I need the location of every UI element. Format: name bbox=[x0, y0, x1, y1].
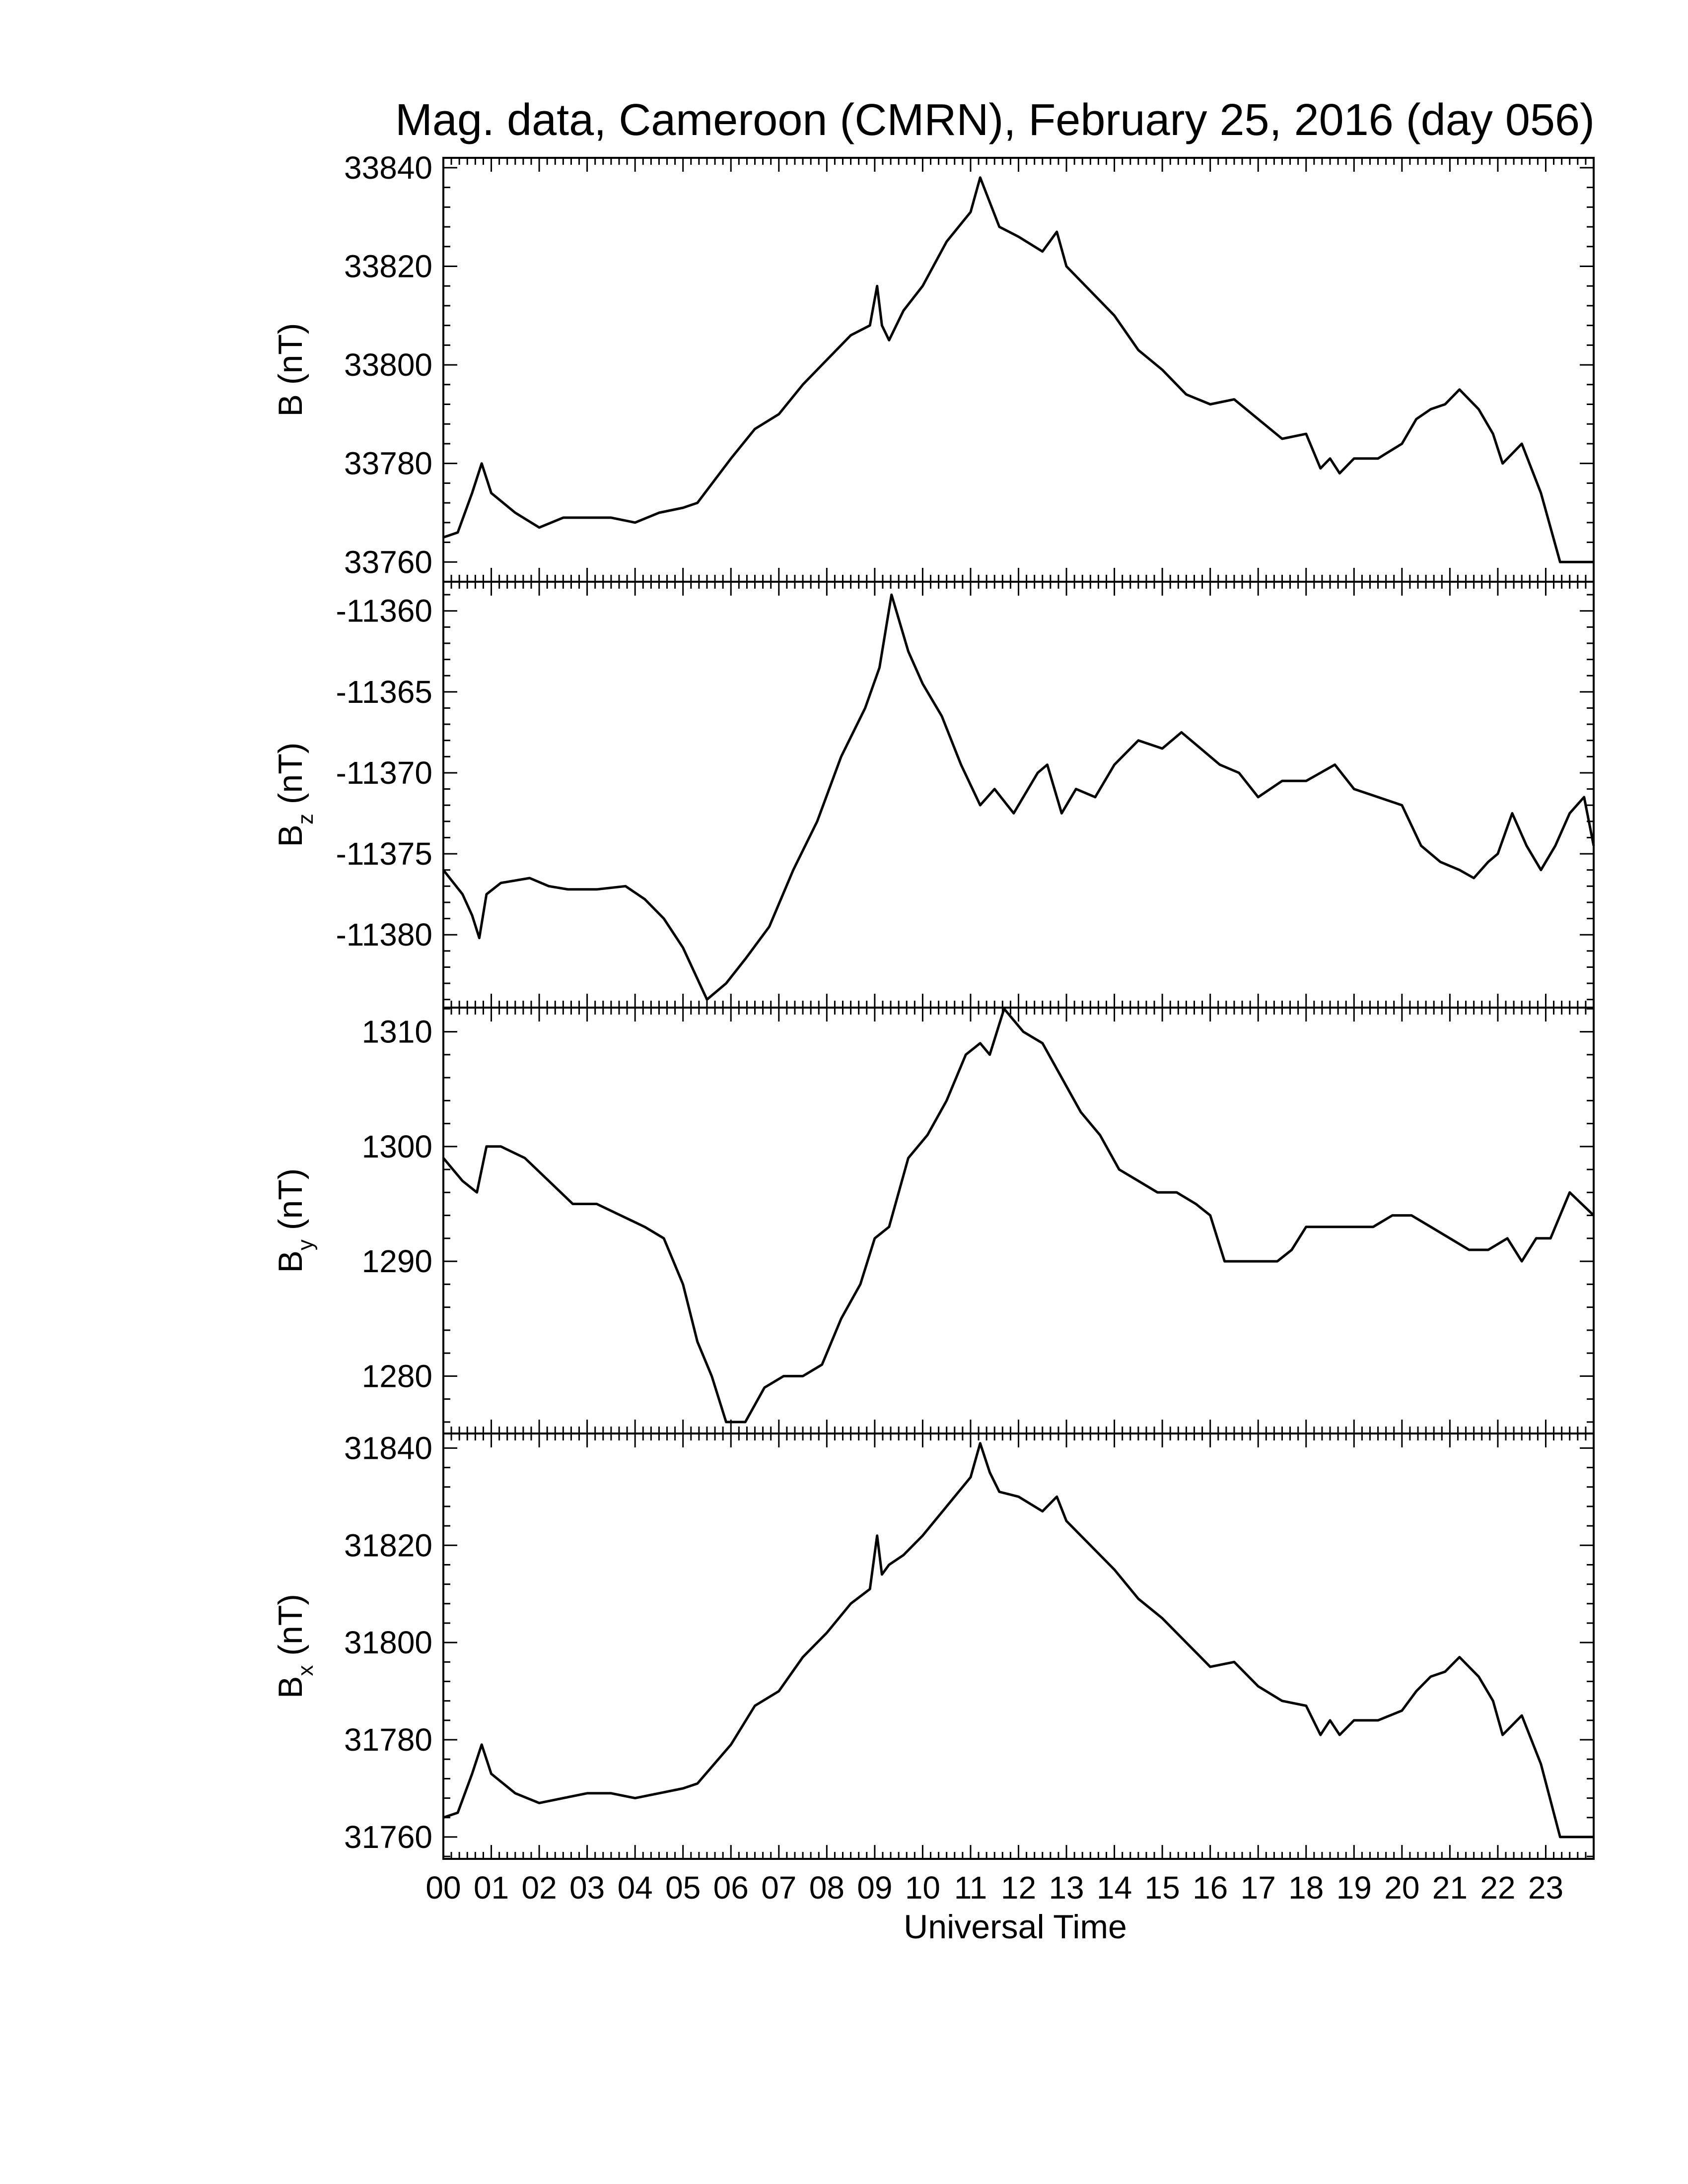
x-ticks bbox=[442, 158, 1595, 582]
x-ticks bbox=[442, 582, 1595, 1008]
y-ticks: 31760 31780 31800 31820 31840 bbox=[344, 1430, 1594, 1857]
y-tick-label: 31780 bbox=[344, 1722, 432, 1758]
panel-2: -11380 -11375 -11370 -11365 -11360 Bz (nT) bbox=[272, 581, 1595, 1009]
x-tick-label: 23 bbox=[1528, 1870, 1563, 1906]
x-tick-label: 12 bbox=[1001, 1870, 1036, 1906]
y-ticks: -11380 -11375 -11370 -11365 -11360 bbox=[336, 593, 1594, 1001]
x-tick-label: 11 bbox=[954, 1870, 987, 1906]
x-tick-label: 02 bbox=[521, 1870, 557, 1906]
y-ticks: 1280 1290 1300 1310 bbox=[362, 1008, 1594, 1423]
x-tick-label: 21 bbox=[1432, 1870, 1468, 1906]
x-tick-label: 06 bbox=[713, 1870, 749, 1906]
x-axis-tick-labels: 00 01 02 03 04 05 06 07 08 09 10 11 12 13 14 15 16 17 18 19… bbox=[425, 1870, 1563, 1906]
panel-4: 31760 31780 31800 31820 31840 Bx (nT) bbox=[272, 1430, 1595, 1860]
x-axis-label: Universal Time bbox=[904, 1908, 1127, 1946]
y-tick-label: -11375 bbox=[336, 836, 432, 872]
x-tick-label: 13 bbox=[1049, 1870, 1084, 1906]
y-tick-label: -11360 bbox=[336, 593, 432, 629]
y-tick-label: -11365 bbox=[336, 674, 432, 710]
plot-frame bbox=[442, 581, 1595, 1009]
y-tick-label: 31760 bbox=[344, 1819, 432, 1855]
y-axis-label: Bx (nT) bbox=[272, 1594, 318, 1699]
y-tick-label: 33840 bbox=[344, 150, 432, 186]
y-tick-label: 1280 bbox=[362, 1358, 432, 1394]
y-axis-label: B (nT) bbox=[272, 323, 309, 417]
series-line bbox=[442, 593, 1595, 1001]
x-tick-label: 20 bbox=[1384, 1870, 1419, 1906]
y-axis-label: Bz (nT) bbox=[272, 743, 318, 847]
x-tick-label: 09 bbox=[857, 1870, 892, 1906]
panel-1: 33760 33780 33800 33820 33840 B (nT) bbox=[272, 150, 1595, 583]
y-tick-label: -11370 bbox=[336, 755, 432, 791]
x-tick-label: 10 bbox=[905, 1870, 940, 1906]
y-tick-label: 1300 bbox=[362, 1129, 432, 1164]
y-tick-label: 1310 bbox=[362, 1014, 432, 1050]
x-ticks bbox=[442, 1008, 1595, 1433]
series-line bbox=[443, 176, 1594, 563]
x-tick-label: 01 bbox=[474, 1870, 509, 1906]
x-tick-label: 07 bbox=[761, 1870, 796, 1906]
x-tick-label: 22 bbox=[1480, 1870, 1515, 1906]
series-line bbox=[443, 1442, 1594, 1839]
y-tick-label: 1290 bbox=[362, 1243, 432, 1279]
x-tick-label: 18 bbox=[1288, 1870, 1324, 1906]
y-tick-label: 33780 bbox=[344, 446, 432, 481]
x-tick-label: 00 bbox=[425, 1870, 461, 1906]
x-tick-label: 05 bbox=[665, 1870, 701, 1906]
x-ticks bbox=[442, 1433, 1595, 1859]
y-tick-label: 33800 bbox=[344, 347, 432, 383]
x-tick-label: 17 bbox=[1241, 1870, 1276, 1906]
x-tick-label: 14 bbox=[1097, 1870, 1132, 1906]
panel-3: 1280 1290 1300 1310 By (nT) bbox=[272, 1007, 1595, 1434]
y-tick-label: 31840 bbox=[344, 1430, 432, 1466]
y-tick-label: -11380 bbox=[336, 917, 432, 953]
x-tick-label: 04 bbox=[618, 1870, 653, 1906]
y-ticks: 33760 33780 33800 33820 33840 bbox=[344, 150, 1594, 583]
series-line bbox=[442, 1007, 1595, 1424]
chart-title: Mag. data, Cameroon (CMRN), February 25,… bbox=[395, 95, 1595, 145]
x-tick-label: 08 bbox=[809, 1870, 844, 1906]
x-tick-label: 15 bbox=[1145, 1870, 1180, 1906]
y-tick-label: 31800 bbox=[344, 1625, 432, 1660]
x-tick-label: 03 bbox=[569, 1870, 605, 1906]
x-tick-label: 19 bbox=[1336, 1870, 1372, 1906]
y-axis-label: By (nT) bbox=[272, 1168, 318, 1273]
y-tick-label: 33820 bbox=[344, 248, 432, 284]
y-tick-label: 33760 bbox=[344, 544, 432, 580]
y-tick-label: 31820 bbox=[344, 1527, 432, 1563]
x-tick-label: 16 bbox=[1193, 1870, 1228, 1906]
